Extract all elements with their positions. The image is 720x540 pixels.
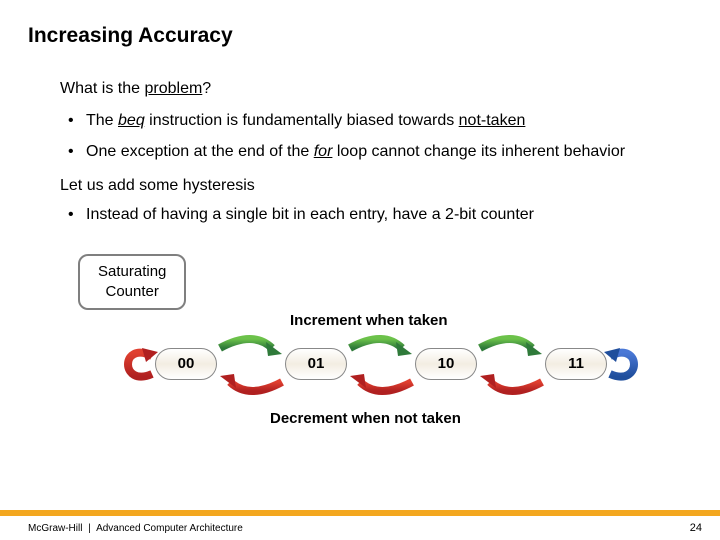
content-area: What is the problem? • The beq instructi…	[0, 48, 720, 310]
bullet-2-text: One exception at the end of the for loop…	[86, 141, 625, 163]
arrow-red-3	[480, 374, 542, 391]
b2-post: loop cannot change its inherent behavior	[332, 143, 625, 160]
footer-accent-bar	[0, 510, 720, 516]
sat-line-1: Saturating	[98, 263, 166, 280]
b2-pre: One exception at the end of the	[86, 143, 314, 160]
self-loop-11	[604, 348, 634, 377]
bullet-2: • One exception at the end of the for lo…	[68, 141, 670, 163]
b1-pre: The	[86, 112, 118, 129]
state-11: 11	[545, 348, 607, 380]
b1-mid: instruction is fundamentally biased towa…	[145, 112, 459, 129]
arrow-green-1	[220, 339, 282, 356]
question-prefix: What is the	[60, 80, 144, 97]
question-underline: problem	[144, 80, 202, 97]
bullet-3: • Instead of having a single bit in each…	[68, 204, 670, 226]
bullet-3-text: Instead of having a single bit in each e…	[86, 204, 534, 226]
footer-publisher: McGraw-Hill	[28, 523, 82, 534]
arrow-red-2	[350, 374, 412, 391]
question-suffix: ?	[202, 80, 211, 97]
state-diagram: Increment when taken	[60, 300, 660, 430]
footer-text: McGraw-Hill | Advanced Computer Architec…	[28, 523, 243, 534]
page-number: 24	[690, 522, 702, 534]
b2-for: for	[314, 143, 333, 160]
bullet-dot: •	[68, 110, 86, 132]
footer-book: Advanced Computer Architecture	[96, 523, 243, 534]
bullet-dot: •	[68, 204, 86, 226]
arrow-green-3	[480, 339, 542, 356]
slide-title: Increasing Accuracy	[0, 0, 720, 48]
state-00: 00	[155, 348, 217, 380]
decrement-label: Decrement when not taken	[270, 410, 461, 427]
b1-nt: not-taken	[459, 112, 526, 129]
state-01: 01	[285, 348, 347, 380]
state-10: 10	[415, 348, 477, 380]
arrow-green-2	[350, 339, 412, 356]
bullet-dot: •	[68, 141, 86, 163]
question-line: What is the problem?	[60, 78, 670, 100]
bullet-1: • The beq instruction is fundamentally b…	[68, 110, 670, 132]
footer-sep: |	[88, 523, 91, 534]
lead-2: Let us add some hysteresis	[60, 175, 670, 197]
bullet-1-text: The beq instruction is fundamentally bia…	[86, 110, 525, 132]
self-loop-00	[128, 348, 158, 377]
sat-line-2: Counter	[106, 283, 159, 300]
b1-beq: beq	[118, 112, 145, 129]
arrow-red-1	[220, 374, 282, 391]
